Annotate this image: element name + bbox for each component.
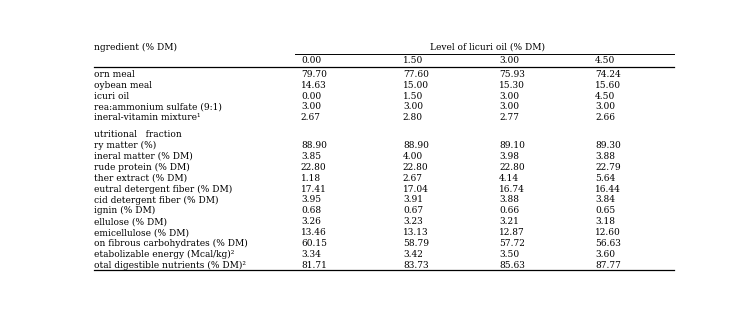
- Text: 3.42: 3.42: [403, 250, 423, 259]
- Text: 57.72: 57.72: [499, 239, 525, 248]
- Text: 0.66: 0.66: [499, 206, 519, 215]
- Text: 3.50: 3.50: [499, 250, 519, 259]
- Text: 2.80: 2.80: [403, 113, 423, 122]
- Text: ellulose (% DM): ellulose (% DM): [94, 217, 167, 226]
- Text: 74.24: 74.24: [596, 70, 621, 79]
- Text: Level of licuri oil (% DM): Level of licuri oil (% DM): [430, 43, 545, 52]
- Text: 22.80: 22.80: [403, 163, 429, 172]
- Text: 13.46: 13.46: [301, 228, 326, 237]
- Text: ignin (% DM): ignin (% DM): [94, 206, 155, 215]
- Text: 88.90: 88.90: [403, 141, 429, 150]
- Text: 2.67: 2.67: [403, 174, 423, 183]
- Text: 12.60: 12.60: [596, 228, 621, 237]
- Text: 3.00: 3.00: [499, 92, 519, 100]
- Text: cid detergent fiber (% DM): cid detergent fiber (% DM): [94, 195, 219, 205]
- Text: orn meal: orn meal: [94, 70, 135, 79]
- Text: 16.74: 16.74: [499, 185, 525, 194]
- Text: 3.21: 3.21: [499, 217, 519, 226]
- Text: 3.91: 3.91: [403, 195, 423, 204]
- Text: 4.50: 4.50: [596, 92, 615, 100]
- Text: 0.68: 0.68: [301, 206, 321, 215]
- Text: 77.60: 77.60: [403, 70, 429, 79]
- Text: 1.50: 1.50: [403, 92, 423, 100]
- Text: 3.00: 3.00: [499, 102, 519, 111]
- Text: ineral matter (% DM): ineral matter (% DM): [94, 152, 193, 161]
- Text: 3.98: 3.98: [499, 152, 519, 161]
- Text: 3.34: 3.34: [301, 250, 321, 259]
- Text: 2.66: 2.66: [596, 113, 615, 122]
- Text: 87.77: 87.77: [596, 261, 621, 270]
- Text: 12.87: 12.87: [499, 228, 525, 237]
- Text: 89.30: 89.30: [596, 141, 621, 150]
- Text: ngredient (% DM): ngredient (% DM): [94, 43, 177, 52]
- Text: 75.93: 75.93: [499, 70, 525, 79]
- Text: 58.79: 58.79: [403, 239, 429, 248]
- Text: 15.00: 15.00: [403, 81, 429, 90]
- Text: 3.26: 3.26: [301, 217, 321, 226]
- Text: ther extract (% DM): ther extract (% DM): [94, 174, 187, 183]
- Text: 88.90: 88.90: [301, 141, 327, 150]
- Text: 3.18: 3.18: [596, 217, 615, 226]
- Text: 0.65: 0.65: [596, 206, 615, 215]
- Text: 4.14: 4.14: [499, 174, 519, 183]
- Text: etabolizable energy (Mcal/kg)²: etabolizable energy (Mcal/kg)²: [94, 250, 235, 259]
- Text: oybean meal: oybean meal: [94, 81, 152, 90]
- Text: 0.00: 0.00: [301, 56, 321, 65]
- Text: 89.10: 89.10: [499, 141, 525, 150]
- Text: 22.80: 22.80: [499, 163, 525, 172]
- Text: 22.79: 22.79: [596, 163, 621, 172]
- Text: 3.85: 3.85: [301, 152, 321, 161]
- Text: ineral-vitamin mixture¹: ineral-vitamin mixture¹: [94, 113, 201, 122]
- Text: utritional   fraction: utritional fraction: [94, 130, 182, 139]
- Text: on fibrous carbohydrates (% DM): on fibrous carbohydrates (% DM): [94, 239, 247, 248]
- Text: ry matter (%): ry matter (%): [94, 141, 156, 150]
- Text: 56.63: 56.63: [596, 239, 621, 248]
- Text: 85.63: 85.63: [499, 261, 525, 270]
- Text: 13.13: 13.13: [403, 228, 429, 237]
- Text: 4.50: 4.50: [596, 56, 615, 65]
- Text: rude protein (% DM): rude protein (% DM): [94, 163, 190, 172]
- Text: 0.00: 0.00: [301, 92, 321, 100]
- Text: emicellulose (% DM): emicellulose (% DM): [94, 228, 189, 237]
- Text: 5.64: 5.64: [596, 174, 615, 183]
- Text: 83.73: 83.73: [403, 261, 429, 270]
- Text: 3.00: 3.00: [499, 56, 519, 65]
- Text: 2.77: 2.77: [499, 113, 519, 122]
- Text: 3.00: 3.00: [403, 102, 423, 111]
- Text: 1.18: 1.18: [301, 174, 321, 183]
- Text: 22.80: 22.80: [301, 163, 326, 172]
- Text: 81.71: 81.71: [301, 261, 327, 270]
- Text: eutral detergent fiber (% DM): eutral detergent fiber (% DM): [94, 185, 232, 194]
- Text: 0.67: 0.67: [403, 206, 423, 215]
- Text: 17.41: 17.41: [301, 185, 327, 194]
- Text: icuri oil: icuri oil: [94, 92, 129, 100]
- Text: 15.60: 15.60: [596, 81, 621, 90]
- Text: 3.84: 3.84: [596, 195, 615, 204]
- Text: 2.67: 2.67: [301, 113, 321, 122]
- Text: rea:ammonium sulfate (9:1): rea:ammonium sulfate (9:1): [94, 102, 222, 111]
- Text: 15.30: 15.30: [499, 81, 525, 90]
- Text: 4.00: 4.00: [403, 152, 423, 161]
- Text: 3.95: 3.95: [301, 195, 321, 204]
- Text: 17.04: 17.04: [403, 185, 429, 194]
- Text: 3.23: 3.23: [403, 217, 423, 226]
- Text: 3.88: 3.88: [596, 152, 615, 161]
- Text: 3.88: 3.88: [499, 195, 519, 204]
- Text: 16.44: 16.44: [596, 185, 621, 194]
- Text: 3.00: 3.00: [301, 102, 321, 111]
- Text: 14.63: 14.63: [301, 81, 326, 90]
- Text: 60.15: 60.15: [301, 239, 327, 248]
- Text: 79.70: 79.70: [301, 70, 327, 79]
- Text: 1.50: 1.50: [403, 56, 423, 65]
- Text: 3.00: 3.00: [596, 102, 615, 111]
- Text: 3.60: 3.60: [596, 250, 615, 259]
- Text: otal digestible nutrients (% DM)²: otal digestible nutrients (% DM)²: [94, 261, 246, 270]
